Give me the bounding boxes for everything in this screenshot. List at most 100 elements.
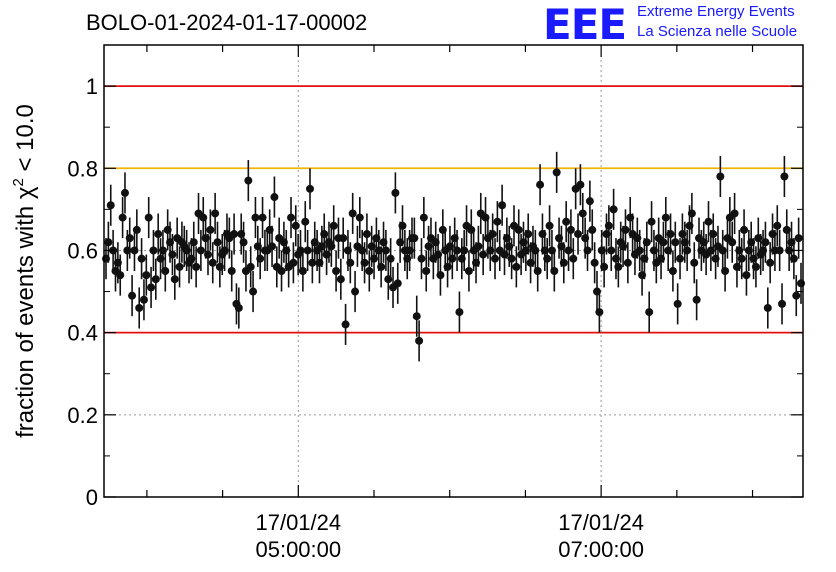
data-point — [360, 258, 369, 267]
data-point — [773, 221, 782, 230]
data-point — [422, 267, 431, 275]
data-point — [778, 299, 787, 308]
data-point — [488, 230, 497, 239]
data-point — [737, 254, 746, 263]
data-point — [244, 176, 253, 185]
data-point — [161, 267, 170, 275]
data-point — [391, 188, 400, 197]
grid-lines — [104, 45, 803, 497]
data-point — [301, 217, 310, 226]
data-point — [348, 209, 357, 218]
data-point — [336, 275, 345, 284]
data-point — [514, 225, 523, 234]
data-point — [227, 267, 236, 275]
data-point — [377, 262, 386, 271]
data-point — [742, 271, 751, 280]
y-tick-label: 0.4 — [67, 321, 98, 346]
data-point — [329, 221, 338, 230]
data-point — [607, 246, 616, 255]
data-point — [154, 230, 163, 239]
data-point — [251, 213, 260, 222]
data-point — [234, 303, 243, 312]
data-point — [668, 267, 677, 275]
data-point — [566, 225, 575, 234]
y-tick-label: 0 — [86, 485, 98, 510]
data-point — [393, 279, 402, 288]
data-point — [460, 246, 469, 255]
data-point — [135, 303, 144, 312]
data-point — [464, 267, 473, 275]
data-point — [792, 291, 801, 300]
data-point — [230, 230, 239, 239]
data-point — [721, 267, 730, 275]
data-point — [125, 234, 134, 243]
data-point — [351, 287, 360, 296]
data-point — [794, 234, 803, 243]
data-point — [106, 201, 115, 210]
data-point — [583, 246, 592, 255]
data-point — [474, 242, 483, 251]
data-point — [208, 258, 217, 267]
data-point — [291, 221, 300, 230]
data-point — [189, 238, 198, 247]
data-point — [270, 193, 279, 202]
data-point — [137, 254, 146, 263]
data-point — [609, 205, 618, 214]
data-point — [590, 258, 599, 267]
data-point — [298, 267, 307, 275]
data-point — [683, 246, 692, 255]
eee-logo-line2: La Scienza nelle Scuole — [637, 23, 798, 40]
data-point — [766, 258, 775, 267]
data-point — [574, 230, 583, 239]
data-point — [120, 188, 129, 197]
data-point — [453, 246, 462, 255]
data-point — [303, 246, 312, 255]
plot-frame — [103, 44, 804, 498]
data-point — [144, 213, 153, 222]
data-point — [419, 213, 428, 222]
data-point — [455, 308, 464, 317]
data-point — [491, 254, 500, 263]
data-point — [545, 221, 554, 230]
data-point — [139, 295, 148, 304]
data-point — [305, 184, 314, 193]
data-point — [498, 201, 507, 210]
data-point — [676, 254, 685, 263]
data-point — [666, 230, 675, 239]
data-point — [730, 209, 739, 218]
data-point — [196, 246, 205, 255]
data-point — [789, 254, 798, 263]
data-point — [332, 267, 341, 275]
data-point — [256, 254, 265, 263]
data-point — [239, 238, 248, 247]
data-point — [277, 267, 286, 275]
data-points — [102, 151, 805, 362]
data-point — [623, 258, 632, 267]
data-point — [559, 258, 568, 267]
data-point — [671, 238, 680, 247]
data-point — [507, 254, 516, 263]
data-point — [692, 295, 701, 304]
data-point — [381, 246, 390, 255]
data-point — [128, 291, 137, 300]
data-point — [621, 225, 630, 234]
y-axis-label: fraction of events with χ2 < 10.0 — [10, 104, 39, 438]
eee-logo-line1: Extreme Energy Events — [637, 3, 795, 20]
data-point — [775, 246, 784, 255]
data-point — [249, 287, 258, 296]
data-point — [116, 271, 125, 280]
data-point — [206, 225, 215, 234]
data-point — [142, 271, 151, 280]
data-point — [761, 238, 770, 247]
data-point — [398, 221, 407, 230]
data-point — [512, 262, 521, 271]
data-point — [659, 238, 668, 247]
data-point — [543, 254, 552, 263]
data-point — [709, 230, 718, 239]
data-point — [151, 275, 160, 284]
data-point — [289, 258, 298, 267]
data-point — [339, 234, 348, 243]
data-point — [614, 262, 623, 271]
x-tick-date: 17/01/24 — [255, 510, 341, 535]
